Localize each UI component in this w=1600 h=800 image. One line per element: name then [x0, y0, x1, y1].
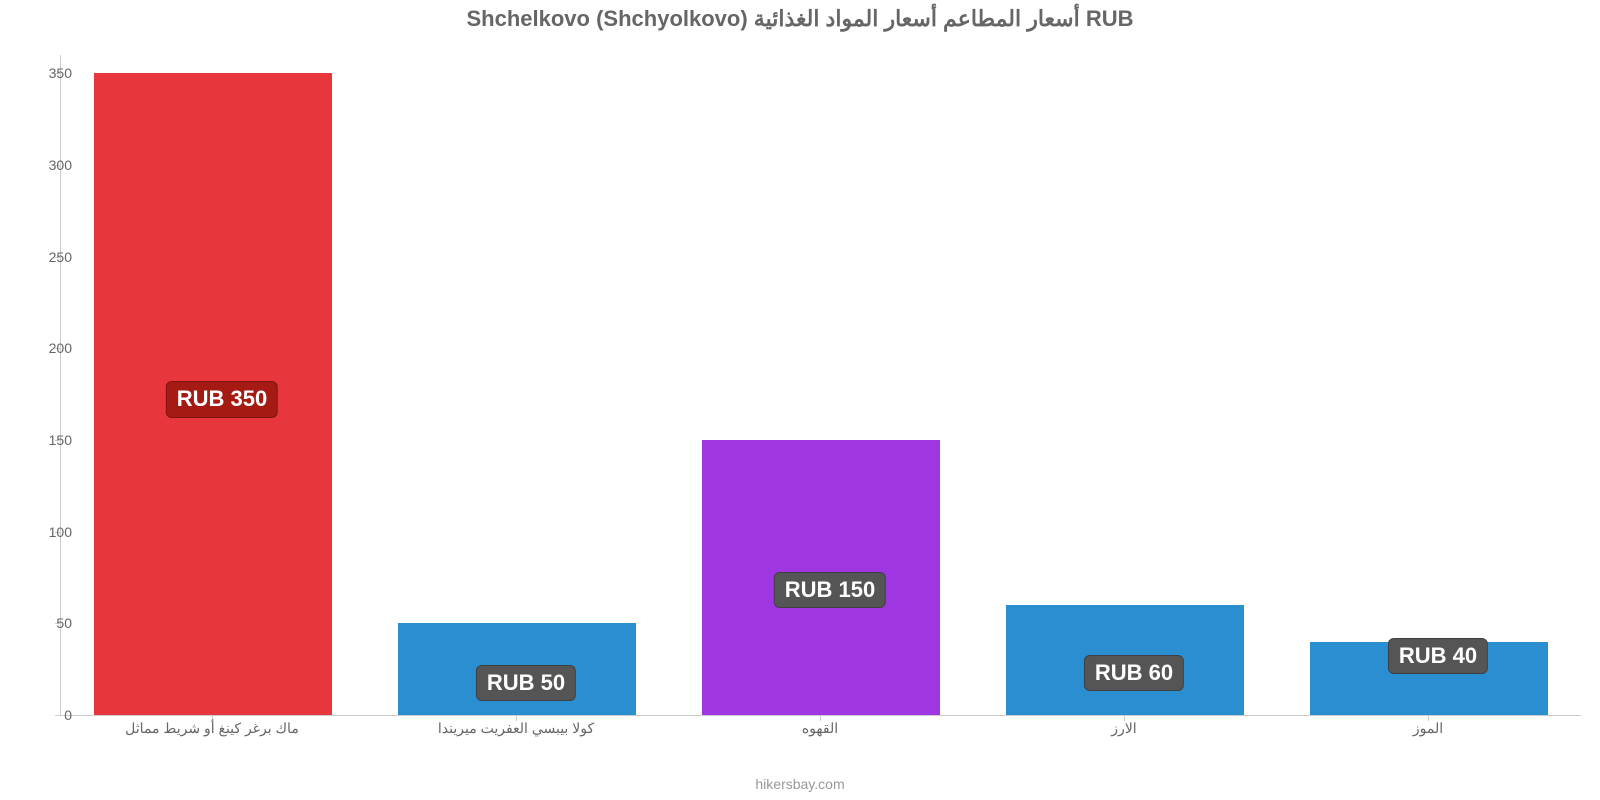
- y-tick-label: 250: [49, 249, 72, 265]
- value-badge: RUB 60: [1084, 655, 1184, 691]
- y-tick-label: 50: [56, 615, 72, 631]
- x-tick-label: الارز: [1111, 720, 1136, 737]
- y-tick-label: 100: [49, 524, 72, 540]
- value-badge: RUB 40: [1388, 638, 1488, 674]
- y-tick-label: 300: [49, 157, 72, 173]
- chart-footer: hikersbay.com: [0, 776, 1600, 792]
- x-tick-label: كولا بيبسي العفريت ميريندا: [438, 720, 594, 737]
- value-badge: RUB 150: [774, 572, 886, 608]
- x-tick-label: ماك برغر كينغ أو شريط مماثل: [125, 720, 299, 737]
- y-tick-mark: [55, 715, 61, 716]
- value-badge: RUB 350: [166, 381, 278, 417]
- y-tick-label: 0: [64, 707, 72, 723]
- price-bar-chart: Shchelkovo (Shchyolkovo) أسعار المطاعم أ…: [0, 0, 1600, 800]
- y-tick-label: 350: [49, 65, 72, 81]
- y-tick-label: 150: [49, 432, 72, 448]
- x-tick-label: القهوه: [802, 720, 838, 737]
- y-tick-label: 200: [49, 340, 72, 356]
- plot-area: [60, 55, 1581, 716]
- value-badge: RUB 50: [476, 665, 576, 701]
- x-tick-label: الموز: [1413, 720, 1443, 737]
- chart-title: Shchelkovo (Shchyolkovo) أسعار المطاعم أ…: [0, 6, 1600, 32]
